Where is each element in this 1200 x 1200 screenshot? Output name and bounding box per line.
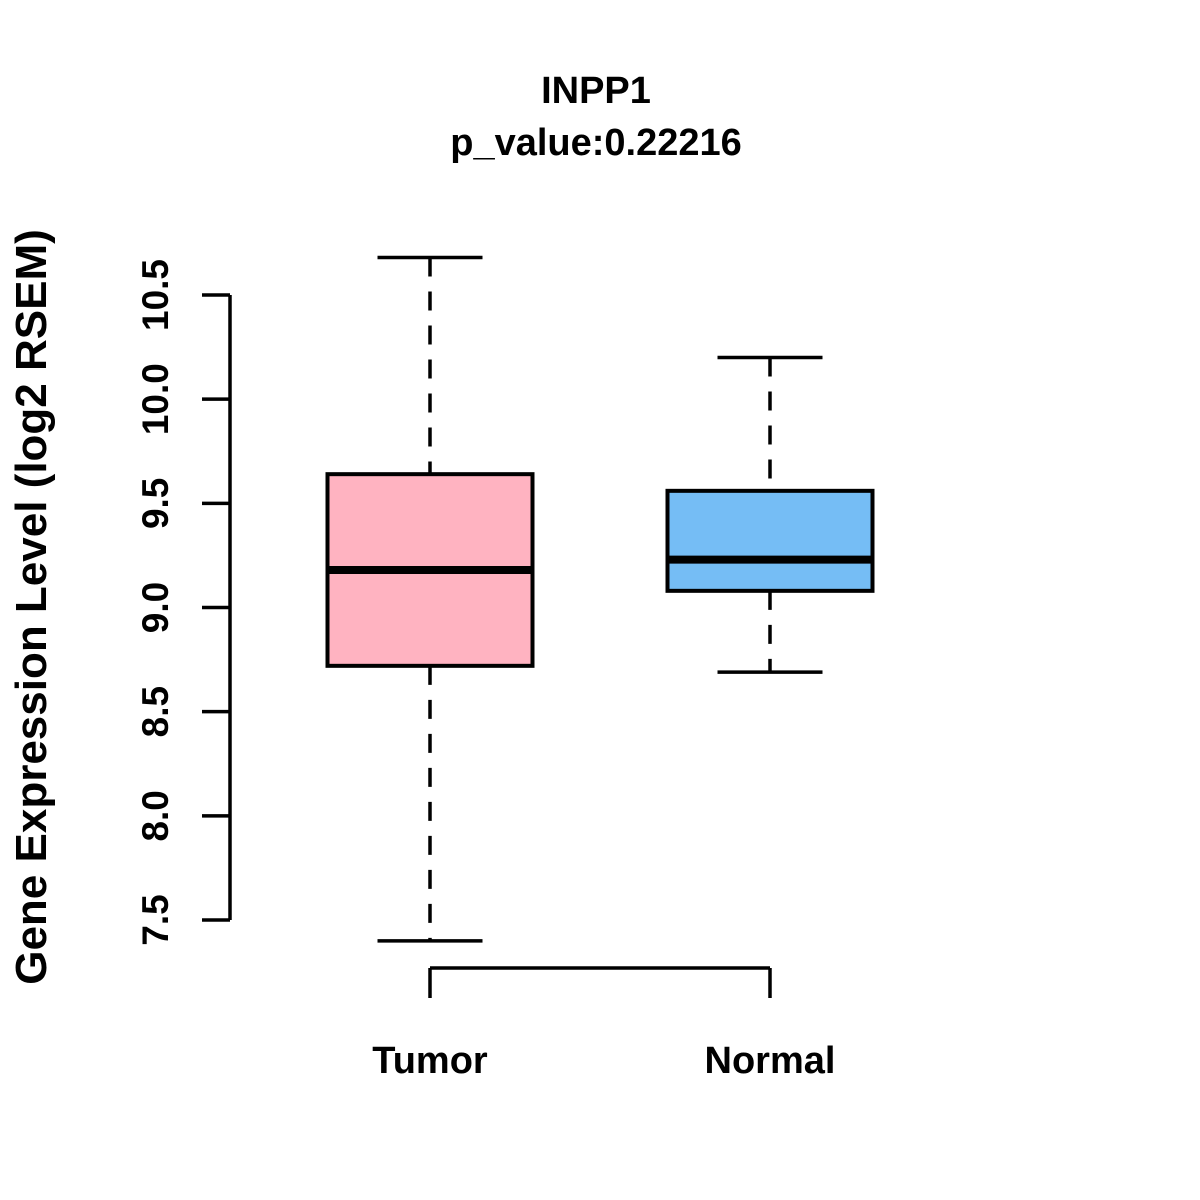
plot-title: INPP1 bbox=[541, 70, 651, 112]
iqr-box bbox=[665, 488, 875, 593]
x-axis bbox=[428, 966, 772, 998]
y-axis-tick-label: 8.5 bbox=[135, 686, 176, 737]
boxplot-normal bbox=[665, 355, 875, 674]
y-axis-tick-label: 8.0 bbox=[135, 790, 176, 841]
y-axis-title: Gene Expression Level (log2 RSEM) bbox=[7, 229, 56, 985]
y-axis-tick-label: 9.5 bbox=[135, 478, 176, 529]
boxplot-tumor bbox=[325, 255, 535, 943]
x-axis-category-label: Normal bbox=[705, 1040, 836, 1082]
x-axis-category-label: Tumor bbox=[372, 1040, 488, 1082]
y-axis-tick-label: 10.5 bbox=[135, 259, 176, 331]
y-axis-tick-label: 10.0 bbox=[135, 363, 176, 435]
y-axis-tick-label: 7.5 bbox=[135, 894, 176, 945]
y-axis-tick-label: 9.0 bbox=[135, 582, 176, 633]
plot-subtitle: p_value:0.22216 bbox=[450, 122, 742, 164]
